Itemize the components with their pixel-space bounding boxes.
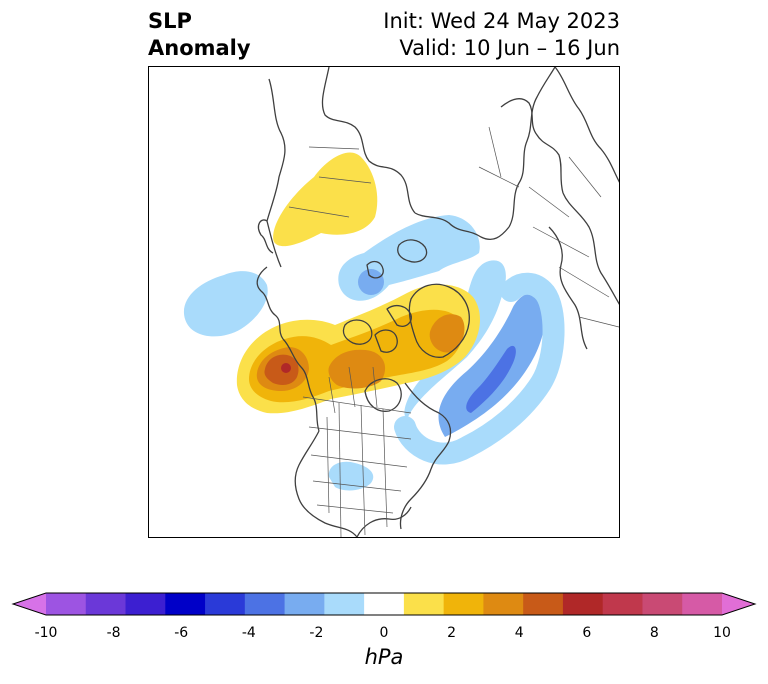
colorbar-segment — [443, 593, 484, 615]
canada-positive-strong — [328, 349, 386, 389]
colorbar-segment — [284, 593, 325, 615]
colorbar-segment — [602, 593, 643, 615]
colorbar — [11, 592, 757, 616]
atlantic-negative-center — [466, 345, 516, 413]
colorbar-outline — [11, 592, 757, 616]
colorbar-segment — [523, 593, 564, 615]
colorbar-segment — [125, 593, 166, 615]
colorbar-unit: hPa — [364, 645, 404, 669]
colorbar-segment — [562, 593, 604, 615]
title-field-2: Anomaly — [148, 36, 251, 60]
political-borders — [288, 126, 619, 537]
colorbar-tick-label: 6 — [582, 625, 592, 641]
greenland-positive-strong — [429, 314, 465, 353]
colorbar-tick-label: 10 — [713, 625, 731, 641]
colorbar-segment — [85, 593, 127, 615]
arctic-negative-core — [358, 269, 384, 295]
pacific-nw-positive-peak — [281, 363, 291, 373]
colorbar-segment — [165, 593, 206, 615]
pacific-negative-anomaly — [183, 271, 268, 337]
colorbar-tick-label: -6 — [174, 625, 189, 641]
siberia-positive-anomaly — [273, 152, 378, 247]
colorbar-segment — [244, 593, 286, 615]
us-negative-anomaly — [328, 461, 374, 491]
colorbar-tick-label: 8 — [649, 625, 659, 641]
colorbar-extend-max — [722, 593, 755, 615]
colorbar-segment — [483, 593, 524, 615]
map-panel — [148, 66, 620, 538]
colorbar-tick-label: -8 — [106, 625, 121, 641]
colorbar-segment — [642, 593, 683, 615]
coastlines — [256, 67, 619, 537]
map-canvas — [183, 67, 619, 537]
colorbar-tick-label: 0 — [379, 625, 389, 641]
title-right: Init: Wed 24 May 2023 Valid: 10 Jun – 16… — [383, 8, 620, 62]
colorbar-tick-label: 4 — [514, 625, 524, 641]
colorbar-segments — [13, 593, 755, 615]
colorbar-segment — [46, 593, 87, 615]
colorbar-tick-label: 2 — [447, 625, 457, 641]
atlantic-negative-core — [438, 293, 546, 437]
title-left: SLP Anomaly — [148, 8, 251, 62]
colorbar-segment — [205, 593, 246, 615]
colorbar-tick-label: -10 — [34, 625, 58, 641]
colorbar-segment — [364, 593, 405, 615]
init-date: Init: Wed 24 May 2023 — [383, 9, 620, 33]
valid-range: Valid: 10 Jun – 16 Jun — [399, 36, 620, 60]
colorbar-extend-min — [13, 593, 46, 615]
colorbar-tick-label: -2 — [309, 625, 324, 641]
colorbar-segment — [682, 593, 723, 615]
anomaly-shading — [183, 152, 565, 491]
colorbar-segment — [324, 593, 365, 615]
colorbar-segment — [403, 593, 445, 615]
colorbar-tick-label: -4 — [241, 625, 256, 641]
title-field: SLP — [148, 9, 192, 33]
